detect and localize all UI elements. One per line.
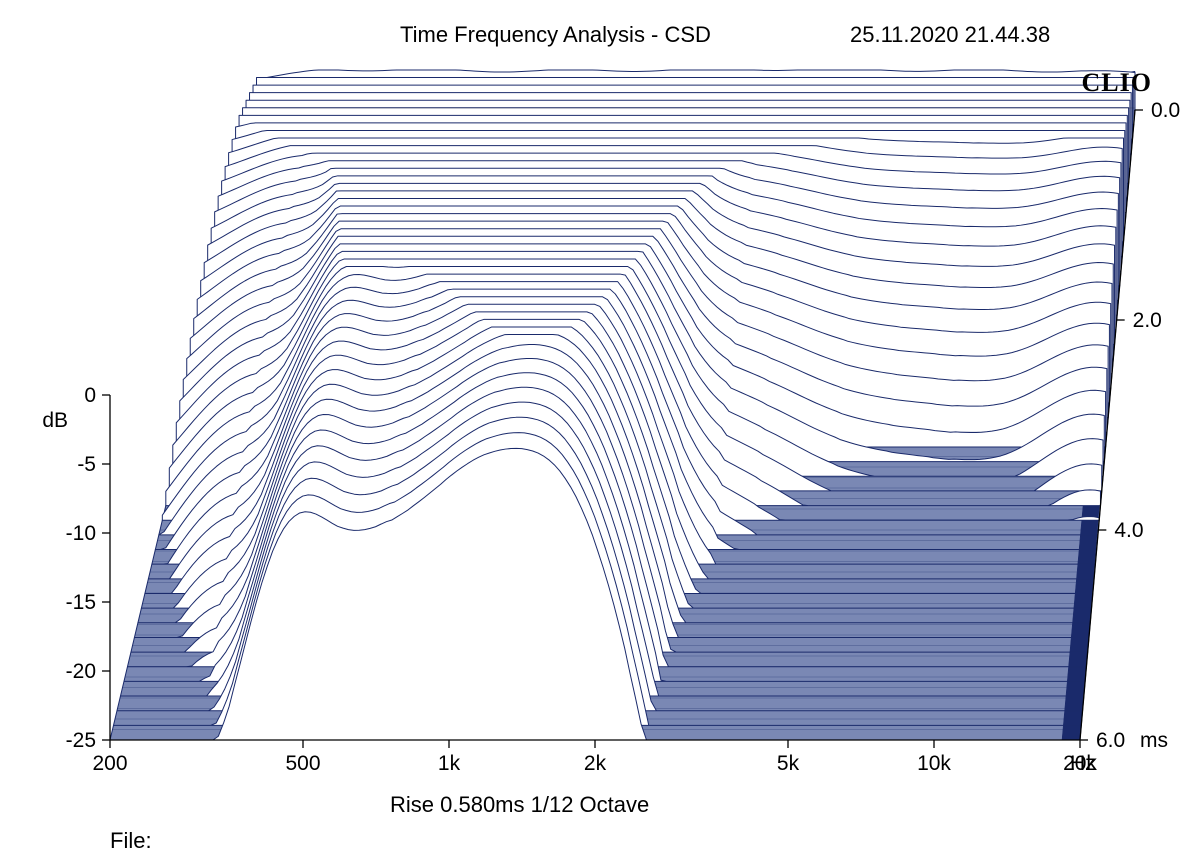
svg-text:4.0: 4.0: [1114, 519, 1143, 542]
svg-text:-15: -15: [66, 591, 96, 614]
svg-text:Hz: Hz: [1070, 752, 1096, 775]
svg-text:-20: -20: [66, 660, 96, 683]
svg-text:ms: ms: [1140, 729, 1168, 752]
csd-waterfall-plot: 0-5-10-15-20-25dB2005001k2k5k10k20kHz0.0…: [0, 0, 1200, 859]
svg-text:200: 200: [92, 752, 127, 775]
svg-text:-10: -10: [66, 522, 96, 545]
svg-text:dB: dB: [42, 409, 68, 432]
svg-text:-25: -25: [66, 729, 96, 752]
clio-logo: CLIO: [1082, 68, 1152, 98]
svg-text:500: 500: [285, 752, 320, 775]
footer-params: Rise 0.580ms 1/12 Octave: [390, 792, 649, 818]
svg-text:5k: 5k: [777, 752, 800, 775]
svg-text:2k: 2k: [584, 752, 607, 775]
svg-text:2.0: 2.0: [1133, 309, 1162, 332]
svg-text:0.0: 0.0: [1151, 99, 1180, 122]
svg-text:10k: 10k: [917, 752, 951, 775]
svg-text:6.0: 6.0: [1096, 729, 1125, 752]
file-label: File:: [110, 828, 152, 854]
svg-text:0: 0: [84, 384, 96, 407]
svg-text:-5: -5: [77, 453, 96, 476]
svg-text:1k: 1k: [438, 752, 461, 775]
